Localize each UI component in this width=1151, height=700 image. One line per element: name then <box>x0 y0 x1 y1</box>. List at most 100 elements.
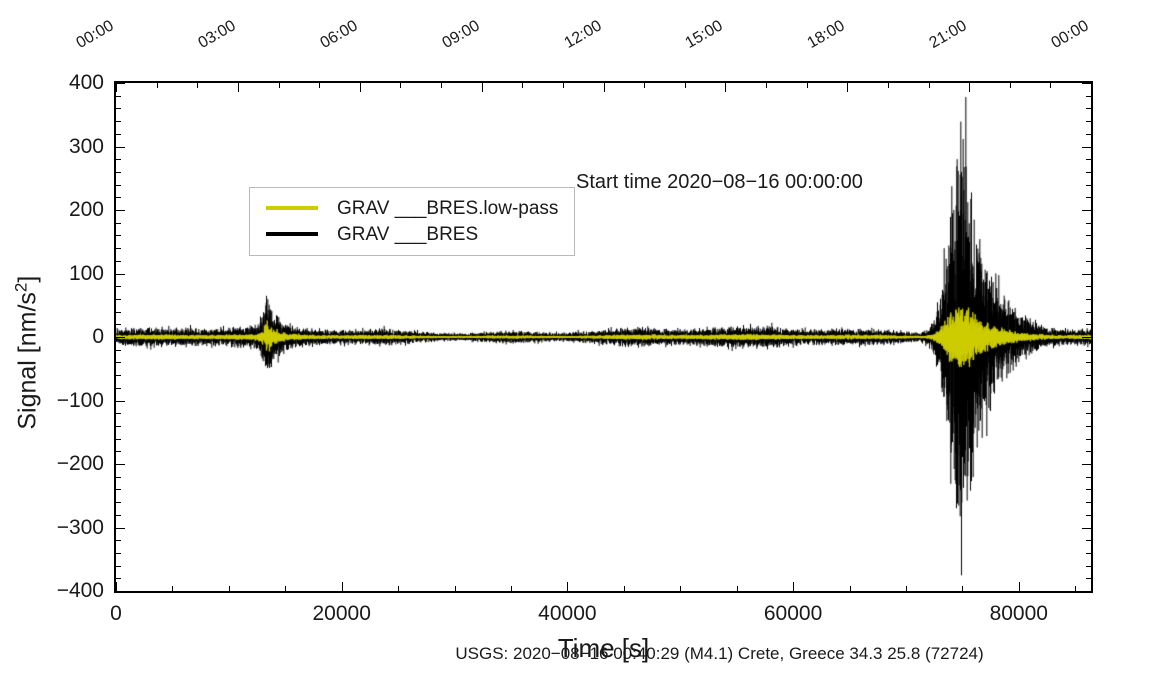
axis-minor-tick <box>116 413 121 414</box>
y-axis-tick-labels: 400 300 200 100 0 −100 −200 −300 −400 <box>0 0 104 700</box>
axis-minor-tick <box>1086 578 1091 579</box>
axis-minor-tick <box>116 540 121 541</box>
axis-minor-tick <box>1086 553 1091 554</box>
y-tick-label: 400 <box>68 71 104 94</box>
axis-major-tick <box>1082 274 1091 275</box>
axis-major-tick <box>116 591 125 592</box>
axis-major-tick <box>116 83 117 92</box>
axis-major-tick <box>116 401 125 402</box>
axis-minor-tick <box>1086 197 1091 198</box>
axis-minor-tick <box>1086 108 1091 109</box>
axis-minor-tick <box>116 477 121 478</box>
axis-minor-tick <box>116 248 121 249</box>
x-tick-label: 40000 <box>538 602 597 625</box>
axis-major-tick <box>969 83 970 92</box>
axis-major-tick <box>116 83 125 84</box>
axis-minor-tick <box>197 83 198 88</box>
axis-minor-tick <box>116 223 121 224</box>
x-tick-label: 0 <box>110 602 122 625</box>
axis-minor-tick <box>116 286 121 287</box>
axis-minor-tick <box>1050 83 1051 88</box>
y-axis-title-text: Signal [nm/s <box>13 292 42 430</box>
axis-minor-tick <box>807 83 808 88</box>
top-axis-time-label: 03:00 <box>195 17 239 52</box>
y-axis-title-exponent: 2 <box>11 282 31 293</box>
axis-minor-tick <box>1086 121 1091 122</box>
top-axis-time-label: 15:00 <box>682 17 727 52</box>
axis-minor-tick <box>766 83 767 88</box>
axis-minor-tick <box>1086 134 1091 135</box>
axis-major-tick <box>116 582 117 591</box>
axis-major-tick <box>116 464 125 465</box>
legend-label-raw: GRAV ___BRES <box>337 223 479 245</box>
axis-minor-tick <box>1086 566 1091 567</box>
axis-minor-tick <box>1086 515 1091 516</box>
axis-minor-tick <box>172 586 173 591</box>
axis-major-tick <box>847 83 848 92</box>
axis-major-tick <box>116 147 125 148</box>
axis-major-tick <box>116 274 125 275</box>
legend-label-lowpass: GRAV ___BRES.low-pass <box>337 197 559 219</box>
axis-minor-tick <box>1086 489 1091 490</box>
axis-major-tick <box>567 582 568 591</box>
axis-minor-tick <box>116 553 121 554</box>
x-tick-label: 80000 <box>989 602 1048 625</box>
legend-item-lowpass[interactable]: GRAV ___BRES.low-pass <box>266 195 558 221</box>
seismogram-trace-canvas <box>116 83 1091 591</box>
axis-minor-tick <box>116 489 121 490</box>
chart-title: Start time 2020−08−16 00:00:00 <box>576 171 863 193</box>
axis-minor-tick <box>1086 261 1091 262</box>
axis-minor-tick <box>116 350 121 351</box>
plot-area: Start time 2020−08−16 00:00:00 USGS: 202… <box>114 81 1093 663</box>
axis-minor-tick <box>398 586 399 591</box>
axis-minor-tick <box>850 586 851 591</box>
axis-minor-tick <box>116 451 121 452</box>
axis-minor-tick <box>1086 248 1091 249</box>
axis-minor-tick <box>1086 362 1091 363</box>
axis-major-tick <box>116 528 125 529</box>
axis-minor-tick <box>157 83 158 88</box>
axis-minor-tick <box>229 586 230 591</box>
axis-minor-tick <box>455 586 456 591</box>
axis-minor-tick <box>116 108 121 109</box>
axis-minor-tick <box>116 299 121 300</box>
legend-item-raw[interactable]: GRAV ___BRES <box>266 221 558 247</box>
y-axis-title: Signal [nm/s2] <box>11 173 42 533</box>
x-axis-tick-labels: 0 20000 40000 60000 80000 <box>0 601 1151 631</box>
axis-minor-tick <box>929 83 930 88</box>
chart-legend: GRAV ___BRES.low-pass GRAV ___BRES <box>249 187 576 256</box>
axis-minor-tick <box>1086 299 1091 300</box>
axis-minor-tick <box>1086 159 1091 160</box>
axis-minor-tick <box>1086 286 1091 287</box>
axis-major-tick <box>360 83 361 92</box>
axis-minor-tick <box>116 312 121 313</box>
y-axis-title-bracket: ] <box>13 275 42 283</box>
axis-minor-tick <box>116 172 121 173</box>
axis-minor-tick <box>116 566 121 567</box>
top-axis-labels: 00:00 03:00 06:00 09:00 12:00 15:00 18:00 21:00… <box>0 0 1151 81</box>
axis-minor-tick <box>962 586 963 591</box>
y-tick-label: 300 <box>68 134 104 158</box>
axis-major-tick <box>482 83 483 92</box>
axis-minor-tick <box>116 197 121 198</box>
x-tick-label: 60000 <box>763 602 823 625</box>
axis-minor-tick <box>1086 324 1091 325</box>
axis-minor-tick <box>1086 451 1091 452</box>
y-tick-label: −300 <box>56 515 104 539</box>
axis-minor-tick <box>737 586 738 591</box>
axis-major-tick <box>1082 528 1091 529</box>
axis-minor-tick <box>400 83 401 88</box>
axis-minor-tick <box>116 362 121 363</box>
y-tick-label: −100 <box>56 388 104 412</box>
top-axis-time-label: 12:00 <box>561 17 605 52</box>
legend-swatch-raw <box>266 232 318 236</box>
axis-minor-tick <box>522 83 523 88</box>
y-tick-label: −400 <box>56 579 104 602</box>
y-tick-label: −200 <box>56 452 104 475</box>
axis-minor-tick <box>563 83 564 88</box>
axis-major-tick <box>1082 83 1091 84</box>
axis-minor-tick <box>1086 172 1091 173</box>
axis-minor-tick <box>116 185 121 186</box>
axis-major-tick <box>793 582 794 591</box>
axis-minor-tick <box>116 235 121 236</box>
